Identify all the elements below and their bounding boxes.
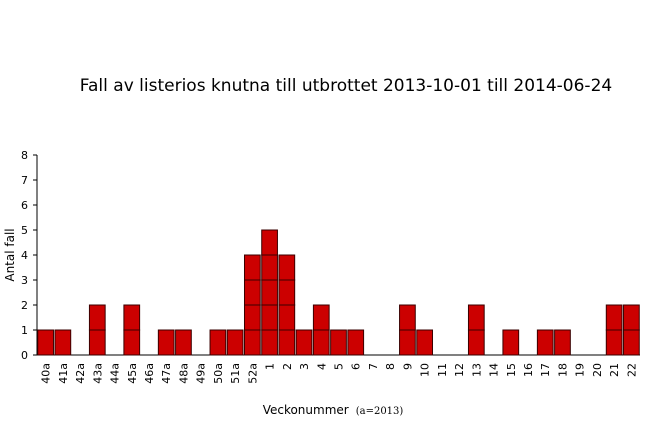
- case-square: [467, 304, 485, 331]
- x-tick-label: 44a: [109, 363, 122, 384]
- case-square: [175, 329, 192, 356]
- case-square: [243, 329, 261, 356]
- y-axis-label: Antal fall: [3, 228, 17, 281]
- x-tick-label: 41a: [57, 363, 70, 384]
- case-square: [54, 329, 72, 356]
- x-tick-label: 11: [436, 363, 449, 377]
- x-tick-label: 50a: [212, 363, 225, 384]
- case-square: [243, 254, 261, 281]
- case-square: [157, 329, 175, 356]
- x-tick-label: 5: [333, 363, 346, 370]
- case-square: [623, 329, 640, 356]
- case-square: [399, 304, 416, 331]
- x-tick-label: 45a: [126, 363, 139, 384]
- case-square: [278, 279, 296, 306]
- case-square: [88, 329, 106, 356]
- case-square: [261, 329, 278, 356]
- case-square: [123, 304, 141, 331]
- y-tick-label: 1: [21, 324, 28, 337]
- case-square: [261, 229, 278, 256]
- x-tick-label: 40a: [40, 363, 53, 384]
- x-tick-label: 49a: [195, 363, 208, 384]
- case-square: [502, 329, 520, 356]
- y-tick-label: 2: [21, 299, 28, 312]
- case-square: [88, 304, 106, 331]
- x-tick-label: 12: [453, 363, 466, 377]
- case-square: [278, 254, 296, 281]
- case-squares: [37, 229, 640, 356]
- x-tick-label: 13: [470, 363, 483, 377]
- x-ticks: 40a 41a 42a 43a 44a 45a 46a 47a 48a 49a 50a 51a 52a 1…: [40, 363, 639, 384]
- case-square: [261, 254, 278, 281]
- x-tick-label: 52a: [246, 363, 259, 384]
- case-square: [554, 329, 571, 356]
- x-tick-label: 47a: [160, 363, 173, 384]
- x-tick-label: 46a: [143, 363, 156, 384]
- x-tick-label: 18: [556, 363, 569, 377]
- case-square: [416, 329, 434, 356]
- y-tick-label: 8: [21, 149, 28, 162]
- case-square: [399, 329, 416, 356]
- y-axis: 0 1 2 3 4 5 6 7 8: [21, 149, 38, 362]
- x-tick-label: 48a: [177, 363, 190, 384]
- x-axis-note: (a=2013): [356, 406, 404, 417]
- x-tick-label: 21: [608, 363, 621, 377]
- case-square: [261, 279, 278, 306]
- x-tick-label: 17: [539, 363, 552, 377]
- y-tick-label: 3: [21, 274, 28, 287]
- x-tick-label: 6: [350, 363, 363, 370]
- case-square: [605, 329, 623, 356]
- case-square: [226, 329, 244, 356]
- x-tick-label: 14: [488, 363, 501, 377]
- x-tick-label: 15: [505, 363, 518, 377]
- case-square: [243, 304, 261, 331]
- x-tick-label: 42a: [74, 363, 87, 384]
- case-square: [467, 329, 485, 356]
- case-square: [261, 304, 278, 331]
- x-tick-label: 7: [367, 363, 380, 370]
- x-tick-label: 10: [419, 363, 432, 377]
- x-tick-label: 19: [574, 363, 587, 377]
- x-tick-label: 22: [625, 363, 638, 377]
- chart-title: Fall av listerios knutna till utbrottet …: [80, 76, 612, 96]
- x-axis-label: Veckonummer: [263, 403, 349, 417]
- x-tick-label: 43a: [91, 363, 104, 384]
- x-axis-label-group: Veckonummer (a=2013): [263, 401, 404, 418]
- x-tick-label: 51a: [229, 363, 242, 384]
- case-square: [347, 329, 365, 356]
- y-tick-label: 5: [21, 224, 28, 237]
- y-tick-label: 6: [21, 199, 28, 212]
- y-tick-label: 0: [21, 349, 28, 362]
- x-tick-label: 3: [298, 363, 311, 370]
- case-square: [37, 329, 54, 356]
- x-axis: 40a 41a 42a 43a 44a 45a 46a 47a 48a 49a 50a 51a 52a 1…: [37, 354, 640, 384]
- case-square: [295, 329, 313, 356]
- x-tick-label: 4: [315, 363, 328, 370]
- case-square: [243, 279, 261, 306]
- x-tick-label: 1: [264, 363, 277, 370]
- y-tick-label: 4: [21, 249, 28, 262]
- case-square: [605, 304, 623, 331]
- y-tick-label: 7: [21, 174, 28, 187]
- case-square: [330, 329, 347, 356]
- case-square: [312, 304, 330, 331]
- case-square: [278, 304, 296, 331]
- case-square: [312, 329, 330, 356]
- case-square: [623, 304, 640, 331]
- x-tick-label: 9: [401, 363, 414, 370]
- case-square: [209, 329, 227, 356]
- y-ticks: 0 1 2 3 4 5 6 7 8: [21, 149, 37, 362]
- case-square: [536, 329, 554, 356]
- x-tick-label: 16: [522, 363, 535, 377]
- x-tick-label: 8: [384, 363, 397, 370]
- case-square: [278, 329, 296, 356]
- x-tick-label: 2: [281, 363, 294, 370]
- case-square: [123, 329, 141, 356]
- x-tick-label: 20: [591, 363, 604, 377]
